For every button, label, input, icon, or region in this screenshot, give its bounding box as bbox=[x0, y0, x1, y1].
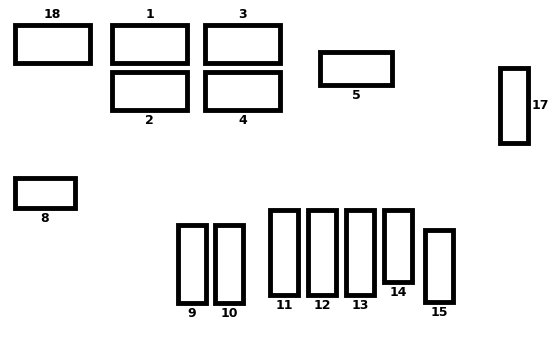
Bar bbox=[215, 225, 243, 303]
Bar bbox=[112, 25, 187, 63]
Text: 2: 2 bbox=[145, 114, 154, 127]
Text: 11: 11 bbox=[275, 299, 293, 312]
Text: 10: 10 bbox=[220, 307, 238, 320]
Text: 8: 8 bbox=[41, 212, 50, 225]
Text: 15: 15 bbox=[430, 306, 448, 319]
Bar bbox=[15, 25, 90, 63]
Text: 12: 12 bbox=[314, 299, 331, 312]
Text: 4: 4 bbox=[238, 114, 247, 127]
Bar bbox=[205, 72, 280, 110]
Bar bbox=[205, 25, 280, 63]
Text: 5: 5 bbox=[351, 89, 360, 102]
Bar bbox=[15, 178, 75, 208]
Text: 14: 14 bbox=[389, 286, 407, 299]
Text: 1: 1 bbox=[145, 8, 154, 21]
Text: 3: 3 bbox=[238, 8, 247, 21]
Text: 13: 13 bbox=[351, 299, 368, 312]
Bar bbox=[425, 230, 453, 302]
Bar bbox=[500, 68, 528, 143]
Text: 9: 9 bbox=[188, 307, 196, 320]
Bar bbox=[346, 210, 374, 295]
Bar bbox=[308, 210, 336, 295]
Text: 18: 18 bbox=[44, 8, 61, 21]
Bar bbox=[384, 210, 412, 282]
Bar bbox=[178, 225, 206, 303]
Text: 17: 17 bbox=[532, 99, 549, 112]
Bar bbox=[270, 210, 298, 295]
Bar bbox=[320, 52, 392, 85]
Bar bbox=[112, 72, 187, 110]
